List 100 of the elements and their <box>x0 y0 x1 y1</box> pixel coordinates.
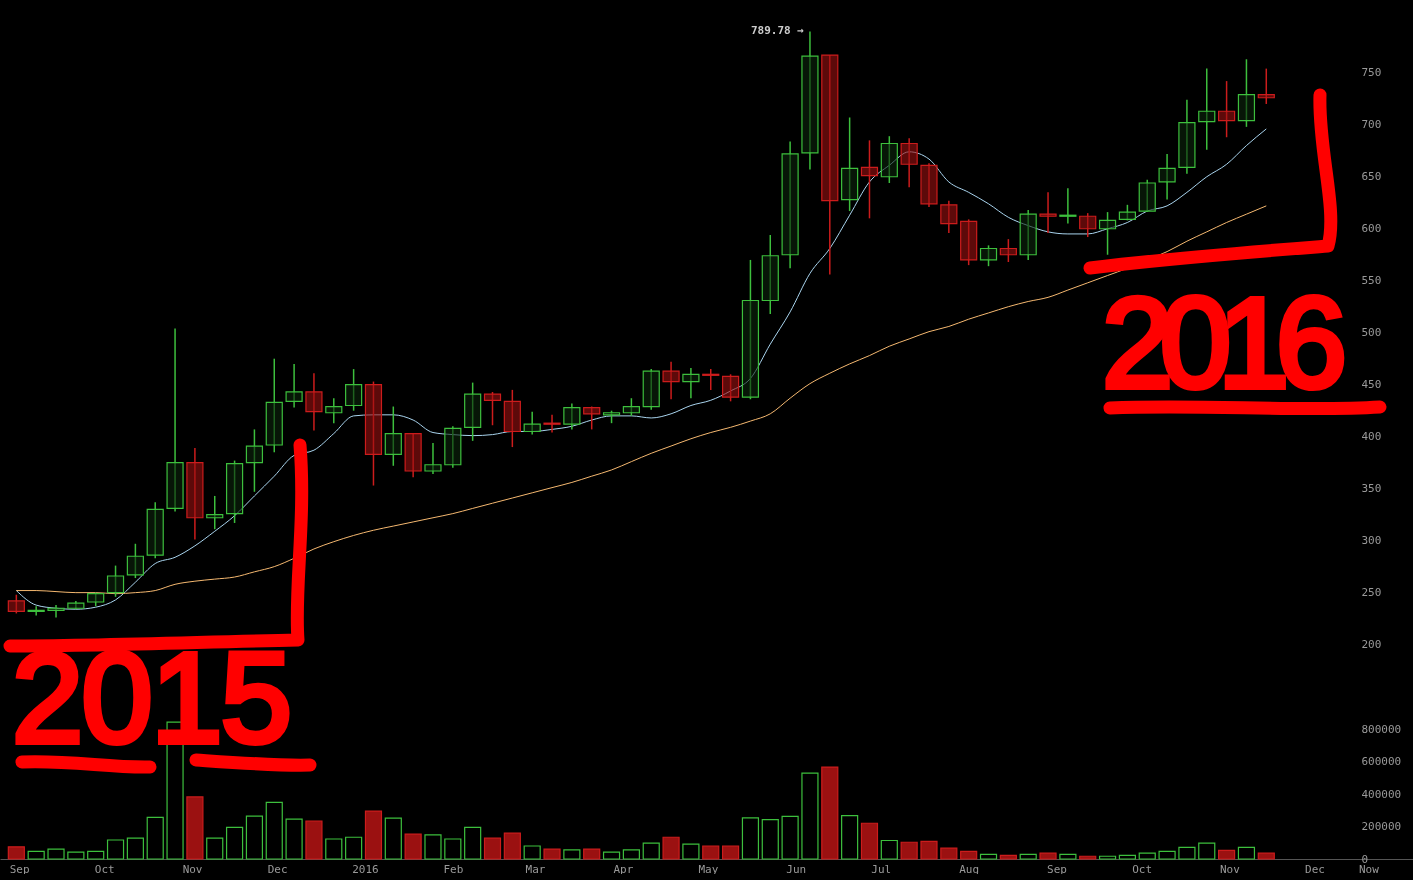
candlestick <box>424 442 442 475</box>
candlestick <box>464 381 482 442</box>
candlestick <box>265 357 283 454</box>
bar <box>940 847 958 860</box>
bar <box>1138 852 1156 860</box>
bar <box>1098 855 1117 860</box>
bar <box>225 826 244 860</box>
bar <box>1079 855 1097 860</box>
x-tick-label: Oct <box>1132 862 1153 876</box>
bar <box>483 837 502 860</box>
y-tick-label: 250 <box>1361 586 1382 600</box>
bar <box>702 845 720 860</box>
bar <box>761 819 779 860</box>
y-tick-label: 450 <box>1361 378 1382 392</box>
candlestick <box>1198 67 1216 151</box>
candlestick <box>47 604 65 619</box>
x-tick-label: Jun <box>786 862 807 876</box>
bar <box>384 817 402 860</box>
bar <box>602 851 621 860</box>
candlestick <box>404 432 422 478</box>
x-tick-label: May <box>698 862 719 876</box>
bar <box>1019 853 1037 860</box>
candlestick <box>285 363 303 409</box>
bar <box>860 822 879 860</box>
bar <box>880 839 898 860</box>
bar <box>1059 853 1077 860</box>
candlestick <box>682 367 700 399</box>
candlestick <box>960 218 978 266</box>
candlestick <box>206 495 224 530</box>
candlestick <box>1237 58 1256 128</box>
x-tick-label: Oct <box>94 862 115 876</box>
x-tick-label: Aug <box>959 862 980 876</box>
candlestick <box>1059 187 1077 225</box>
bar <box>47 848 65 860</box>
candlestick <box>999 238 1017 263</box>
candlestick <box>563 402 581 431</box>
y-tick-label: 200000 <box>1361 820 1402 833</box>
candlestick <box>384 405 402 467</box>
x-tick-label: Feb <box>443 862 464 876</box>
x-tick-label: Nov <box>1220 862 1241 876</box>
candlestick <box>543 414 561 434</box>
annotation: 2015 <box>12 626 292 769</box>
candlestick <box>1158 153 1176 201</box>
candlestick <box>364 380 383 487</box>
candlestick <box>841 116 859 212</box>
candlestick <box>27 605 45 617</box>
bar <box>305 820 323 860</box>
bar <box>642 842 660 860</box>
y-tick-label: 350 <box>1361 482 1382 496</box>
annotation: 789.78 → <box>750 24 805 38</box>
bar <box>424 834 442 860</box>
candlestick <box>1218 80 1236 138</box>
bar <box>781 815 799 860</box>
candlestick <box>860 139 879 220</box>
candlestick <box>900 137 918 188</box>
bar <box>979 853 998 860</box>
bar <box>1178 846 1196 860</box>
bar <box>741 817 760 860</box>
bar <box>563 849 581 860</box>
bar <box>682 843 700 860</box>
bar <box>285 818 303 860</box>
candlestick <box>225 459 244 524</box>
bar <box>1118 854 1136 860</box>
candlestick <box>880 135 898 184</box>
candlestick <box>1138 179 1156 213</box>
candlestick <box>245 428 264 493</box>
candlestick <box>1178 99 1196 175</box>
y-tick-label: 650 <box>1361 170 1382 184</box>
y-tick-label: 400000 <box>1361 787 1402 801</box>
bar <box>325 838 343 860</box>
bar <box>464 826 482 860</box>
bar <box>523 845 541 860</box>
y-tick-label: 750 <box>1361 66 1382 80</box>
bar <box>662 836 680 860</box>
candlestick <box>503 389 521 448</box>
candlestick <box>642 368 660 411</box>
candlestick <box>1257 67 1275 105</box>
bar <box>126 837 144 860</box>
candlestick <box>166 327 184 513</box>
bar <box>1039 852 1057 860</box>
annotation: 2016 <box>1102 271 1347 414</box>
bar <box>1198 842 1216 860</box>
candlestick <box>741 259 760 400</box>
bar <box>7 846 25 860</box>
candlestick <box>67 600 85 611</box>
bar <box>999 854 1017 860</box>
candlestick <box>721 373 740 403</box>
candlestick <box>146 501 164 560</box>
bar <box>67 851 85 860</box>
y-tick-label: 200 <box>1361 638 1382 652</box>
candlestick <box>1039 191 1057 234</box>
candlestick <box>1079 212 1097 238</box>
bar <box>900 841 918 860</box>
candlestick <box>345 368 363 412</box>
candlestick <box>106 564 125 598</box>
bar <box>106 839 125 860</box>
bar <box>583 848 601 860</box>
candlestick <box>523 410 541 436</box>
candlestick <box>126 543 144 579</box>
bar <box>920 840 938 860</box>
